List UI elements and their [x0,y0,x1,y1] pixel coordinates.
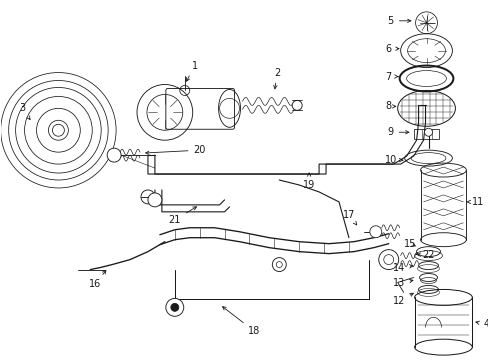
Text: 15: 15 [404,239,416,249]
Circle shape [148,193,162,207]
Circle shape [369,226,381,238]
Text: 18: 18 [222,307,260,336]
Circle shape [107,148,121,162]
Text: 21: 21 [168,207,196,225]
Text: 19: 19 [303,173,315,190]
Text: 7: 7 [385,72,397,81]
Circle shape [378,249,398,270]
Text: 4: 4 [475,319,488,329]
Circle shape [292,100,302,111]
Text: 8: 8 [385,102,395,111]
Text: 16: 16 [89,270,106,289]
Bar [413,129,439,139]
Text: 12: 12 [392,293,412,306]
Text: 20: 20 [145,145,205,155]
Circle shape [424,128,431,136]
Text: 5: 5 [387,16,410,26]
Text: 17: 17 [342,210,356,225]
Text: 9: 9 [387,127,408,137]
Text: 2: 2 [273,68,280,89]
Text: 11: 11 [466,197,484,207]
Text: 1: 1 [186,60,197,81]
Circle shape [170,303,179,311]
Circle shape [141,190,155,204]
Text: 3: 3 [20,103,30,120]
Text: 13: 13 [392,279,412,288]
Text: 22: 22 [416,249,434,260]
Text: 6: 6 [385,44,398,54]
Circle shape [272,258,285,271]
Text: 14: 14 [392,262,412,273]
Circle shape [165,298,183,316]
Text: 10: 10 [384,155,402,165]
